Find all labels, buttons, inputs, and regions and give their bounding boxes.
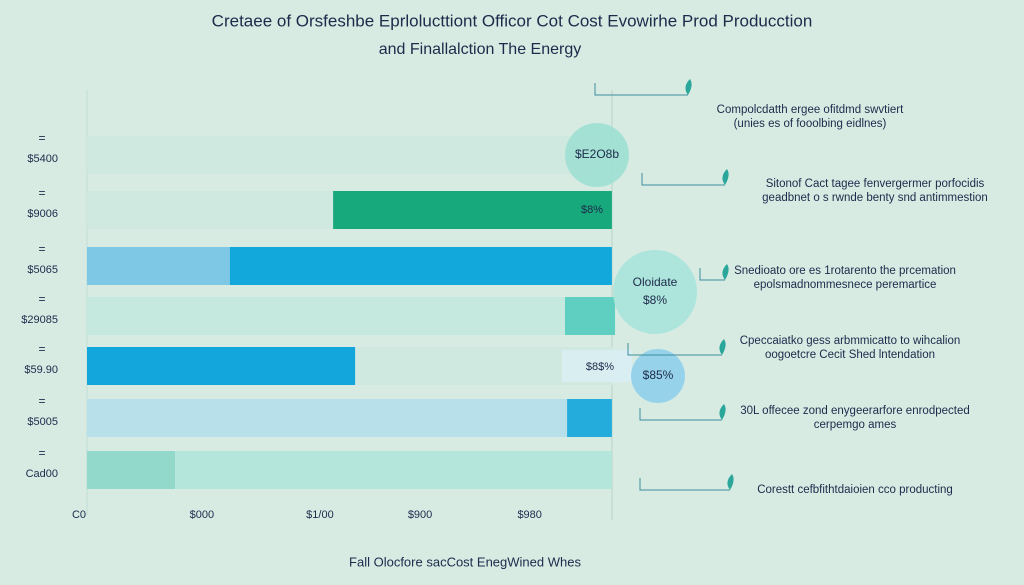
x-tick-label: $1/00 <box>306 509 334 521</box>
bubble-text: Oloidate <box>633 275 678 289</box>
x-tick-label: $980 <box>517 509 541 521</box>
bar-segment <box>567 399 612 437</box>
bubble-text: $8% <box>643 293 667 307</box>
annotation-text: (unies es of fooolbing eidlnes) <box>734 118 887 130</box>
bar-segment <box>564 297 616 335</box>
bar-segment <box>87 297 565 335</box>
bar-segment <box>333 191 612 229</box>
x-tick-label: C0 <box>72 509 86 521</box>
annotation-text: 30L offecee zond enygeerarfore enrodpect… <box>740 405 970 417</box>
leaf-icon <box>722 169 729 185</box>
leaf-icon <box>727 474 734 490</box>
chart-title: Cretaee of Orsfeshbe Eprlolucttiont Offi… <box>212 11 813 30</box>
x-tick-label: $000 <box>190 509 214 521</box>
tick-glyph: = <box>38 292 45 306</box>
bar-label: $8% <box>581 204 603 216</box>
y-tick-label: $29085 <box>21 314 58 326</box>
tick-glyph: = <box>38 186 45 200</box>
bubble-text: $E2O8b <box>575 147 619 161</box>
bubble-text: $85% <box>643 368 674 382</box>
connector <box>594 83 688 96</box>
y-tick-label: Cad00 <box>26 468 58 480</box>
connector <box>699 268 725 281</box>
y-tick-label: $5065 <box>27 264 58 276</box>
annotation-text: geadbnet o s rwnde benty snd antimmestio… <box>762 192 988 204</box>
connector <box>627 343 722 356</box>
bar-segment <box>87 191 334 229</box>
tick-glyph: = <box>38 394 45 408</box>
callout-bubble <box>613 250 697 334</box>
bar-segment <box>87 136 599 174</box>
bar-segment <box>87 399 568 437</box>
annotation-text: Corestt cefbfithtdaioien cco producting <box>757 484 953 496</box>
annotation-text: cerpemgo ames <box>814 419 897 431</box>
tick-glyph: = <box>38 446 45 460</box>
connector <box>639 408 722 421</box>
y-tick-label: $59.90 <box>24 364 58 376</box>
bar-segment <box>175 451 612 489</box>
chart-subtitle: and Finallalction The Energy <box>379 41 582 58</box>
leaf-icon <box>685 79 692 95</box>
leaf-icon <box>719 339 726 355</box>
annotation-text: oogoetcre Cecit Shed lntendation <box>765 349 935 361</box>
leaf-icon <box>722 264 729 280</box>
x-axis-label: Fall Olocfore sacCost EnegWined Whes <box>349 554 581 569</box>
annotation-text: Snedioato ore es 1rotarento the prcemati… <box>734 265 956 277</box>
leaf-icon <box>719 404 726 420</box>
y-tick-label: $5400 <box>27 153 58 165</box>
bar-label: $8$% <box>586 361 614 373</box>
y-tick-label: $9006 <box>27 208 58 220</box>
label-patch <box>562 350 632 382</box>
annotation-text: Cpeccaiatko gess arbmmicatto to wihcalio… <box>740 335 961 347</box>
callout-bubble <box>565 123 629 187</box>
bar-segment <box>229 247 612 285</box>
annotation-text: epolsmadnommesnece peremartice <box>754 279 937 291</box>
bar-segment <box>87 451 176 489</box>
bar-segment <box>87 347 356 385</box>
y-tick-label: $5005 <box>27 416 58 428</box>
tick-glyph: = <box>38 342 45 356</box>
bar-segment <box>87 247 230 285</box>
annotation-text: Compolcdatth ergee ofitdmd swvtiert <box>717 104 904 116</box>
connector <box>639 478 730 491</box>
annotation-text: Sitonof Cact tagee fenvergermer porfocid… <box>766 178 985 190</box>
callout-bubble <box>631 349 685 403</box>
connector <box>641 173 725 186</box>
tick-glyph: = <box>38 242 45 256</box>
tick-glyph: = <box>38 131 45 145</box>
x-tick-label: $900 <box>408 509 432 521</box>
